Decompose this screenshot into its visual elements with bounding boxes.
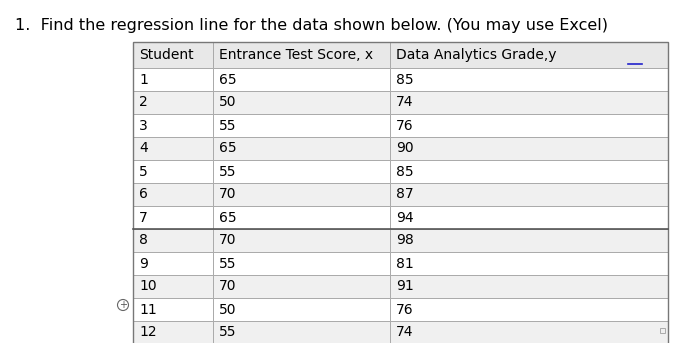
Text: 74: 74 (396, 95, 413, 109)
Text: 1.  Find the regression line for the data shown below. (You may use Excel): 1. Find the regression line for the data… (15, 18, 608, 33)
Text: 55: 55 (219, 165, 237, 178)
Bar (213, 252, 390, 275)
Bar (213, 183, 390, 206)
Bar (133, 91, 213, 114)
Text: 55: 55 (219, 118, 237, 132)
Text: 74: 74 (396, 326, 413, 340)
Bar (213, 114, 390, 137)
Text: 5: 5 (139, 165, 148, 178)
Text: 9: 9 (139, 257, 148, 271)
Text: 12: 12 (139, 326, 156, 340)
Text: 85: 85 (396, 72, 413, 86)
Bar (133, 206, 213, 229)
Bar (133, 252, 213, 275)
Text: 7: 7 (139, 211, 148, 225)
Text: 6: 6 (139, 188, 148, 201)
Bar (390, 206, 668, 229)
Bar (390, 42, 668, 68)
Bar (390, 183, 668, 206)
Text: 87: 87 (396, 188, 413, 201)
Text: 91: 91 (396, 280, 413, 294)
Bar (390, 91, 668, 114)
Bar (213, 91, 390, 114)
Bar (213, 275, 390, 298)
Bar (133, 114, 213, 137)
Text: 76: 76 (396, 303, 413, 317)
Text: 3: 3 (139, 118, 148, 132)
Text: 2: 2 (139, 95, 148, 109)
Text: 8: 8 (139, 234, 148, 248)
Text: +: + (119, 300, 127, 310)
Text: Data Analytics Grade,y: Data Analytics Grade,y (396, 48, 556, 62)
Bar (133, 137, 213, 160)
Bar (213, 42, 390, 68)
Text: 65: 65 (219, 211, 237, 225)
Bar (390, 252, 668, 275)
Text: 55: 55 (219, 326, 237, 340)
Bar (390, 229, 668, 252)
Text: 90: 90 (396, 142, 413, 155)
Bar (213, 137, 390, 160)
Bar (213, 68, 390, 91)
Text: 70: 70 (219, 188, 237, 201)
Text: Entrance Test Score, x: Entrance Test Score, x (219, 48, 373, 62)
Text: 4: 4 (139, 142, 148, 155)
Text: Student: Student (139, 48, 194, 62)
Bar (133, 68, 213, 91)
Bar (133, 183, 213, 206)
Text: 65: 65 (219, 72, 237, 86)
Bar (213, 229, 390, 252)
Bar (390, 275, 668, 298)
Text: 65: 65 (219, 142, 237, 155)
Bar (133, 229, 213, 252)
Bar (133, 321, 213, 343)
Bar (213, 206, 390, 229)
Bar (133, 275, 213, 298)
Bar (133, 298, 213, 321)
Text: 94: 94 (396, 211, 413, 225)
Text: 10: 10 (139, 280, 156, 294)
Bar (390, 137, 668, 160)
Text: 55: 55 (219, 257, 237, 271)
Bar (133, 42, 668, 343)
Text: 11: 11 (139, 303, 157, 317)
Text: 76: 76 (396, 118, 413, 132)
Bar (390, 298, 668, 321)
Bar (390, 114, 668, 137)
Bar (390, 68, 668, 91)
Text: 98: 98 (396, 234, 413, 248)
Bar (213, 160, 390, 183)
Text: 50: 50 (219, 303, 237, 317)
Bar (133, 42, 213, 68)
Text: 70: 70 (219, 280, 237, 294)
Bar (390, 160, 668, 183)
Text: 70: 70 (219, 234, 237, 248)
Bar (390, 321, 668, 343)
Bar (213, 298, 390, 321)
Text: 85: 85 (396, 165, 413, 178)
Text: 81: 81 (396, 257, 413, 271)
Text: 1: 1 (139, 72, 148, 86)
Text: 50: 50 (219, 95, 237, 109)
Bar (213, 321, 390, 343)
Bar (660, 328, 665, 333)
Bar (133, 160, 213, 183)
